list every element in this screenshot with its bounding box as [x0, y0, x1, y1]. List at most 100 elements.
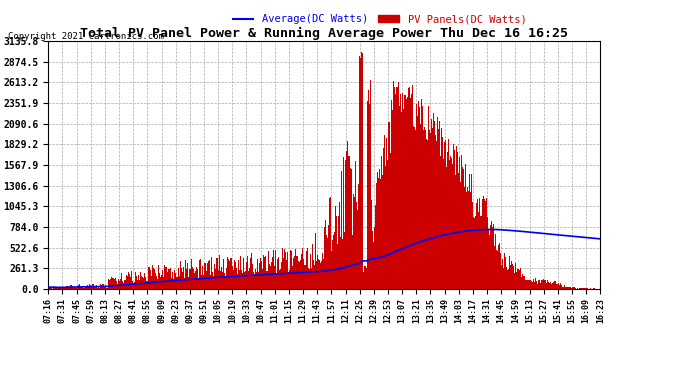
Bar — [503, 268, 504, 289]
Bar — [134, 282, 135, 289]
Bar — [278, 257, 279, 289]
Bar — [189, 269, 190, 289]
Bar — [259, 262, 260, 289]
Bar — [100, 284, 101, 289]
Bar — [58, 288, 59, 289]
Bar — [323, 259, 324, 289]
Bar — [534, 282, 535, 289]
Bar — [70, 285, 71, 289]
Bar — [533, 279, 534, 289]
Bar — [552, 283, 553, 289]
Bar — [537, 284, 538, 289]
Bar — [462, 167, 463, 289]
Bar — [325, 220, 326, 289]
Bar — [456, 146, 457, 289]
Bar — [313, 260, 314, 289]
Bar — [347, 141, 348, 289]
Bar — [373, 242, 375, 289]
Bar — [299, 260, 301, 289]
Bar — [201, 275, 202, 289]
Bar — [391, 110, 393, 289]
Bar — [213, 276, 214, 289]
Bar — [467, 187, 469, 289]
Bar — [551, 284, 552, 289]
Bar — [441, 128, 442, 289]
Bar — [422, 106, 423, 289]
Bar — [452, 164, 453, 289]
Bar — [117, 279, 119, 289]
Bar — [140, 272, 141, 289]
Bar — [199, 260, 201, 289]
Bar — [384, 135, 386, 289]
Bar — [295, 249, 297, 289]
Bar — [219, 272, 221, 289]
Bar — [518, 268, 519, 289]
Bar — [108, 279, 110, 289]
Bar — [197, 269, 199, 289]
Bar — [204, 263, 206, 289]
Bar — [475, 216, 477, 289]
Bar — [491, 227, 493, 289]
Bar — [123, 283, 124, 289]
Bar — [326, 235, 327, 289]
Bar — [544, 280, 545, 289]
Bar — [153, 268, 154, 289]
Bar — [440, 156, 441, 289]
Bar — [455, 175, 456, 289]
Bar — [268, 252, 269, 289]
Bar — [367, 101, 368, 289]
Bar — [93, 284, 95, 289]
Bar — [64, 287, 65, 289]
Bar — [376, 183, 377, 289]
Bar — [80, 287, 81, 289]
Bar — [404, 95, 406, 289]
Bar — [234, 260, 235, 289]
Bar — [418, 100, 419, 289]
Bar — [286, 261, 288, 289]
Bar — [553, 282, 554, 289]
Bar — [465, 164, 466, 289]
Bar — [434, 121, 435, 289]
Bar — [312, 244, 313, 289]
Bar — [310, 268, 312, 289]
Bar — [274, 266, 275, 289]
Bar — [443, 159, 444, 289]
Bar — [515, 262, 516, 289]
Bar — [102, 284, 103, 289]
Bar — [526, 280, 527, 289]
Text: Copyright 2021 Cartronics.com: Copyright 2021 Cartronics.com — [8, 32, 164, 41]
Bar — [193, 268, 195, 289]
Bar — [101, 285, 102, 289]
Bar — [345, 160, 346, 289]
Bar — [375, 205, 376, 289]
Bar — [390, 153, 391, 289]
Bar — [208, 260, 210, 289]
Bar — [136, 276, 137, 289]
Bar — [458, 173, 460, 289]
Bar — [350, 168, 351, 289]
Bar — [191, 259, 193, 289]
Bar — [164, 265, 165, 289]
Bar — [177, 278, 178, 289]
Bar — [253, 272, 254, 289]
Bar — [224, 273, 225, 289]
Bar — [245, 272, 246, 289]
Bar — [170, 268, 171, 289]
Bar — [69, 287, 70, 289]
Bar — [482, 196, 484, 289]
Bar — [302, 259, 304, 289]
Bar — [451, 158, 452, 289]
Bar — [364, 266, 365, 289]
Bar — [539, 280, 540, 289]
Bar — [457, 152, 458, 289]
Bar — [72, 286, 73, 289]
Bar — [593, 288, 595, 289]
Bar — [519, 270, 520, 289]
Bar — [362, 53, 363, 289]
Bar — [165, 267, 166, 289]
Bar — [478, 212, 480, 289]
Bar — [525, 280, 526, 289]
Bar — [346, 152, 347, 289]
Bar — [527, 280, 528, 289]
Bar — [504, 253, 505, 289]
